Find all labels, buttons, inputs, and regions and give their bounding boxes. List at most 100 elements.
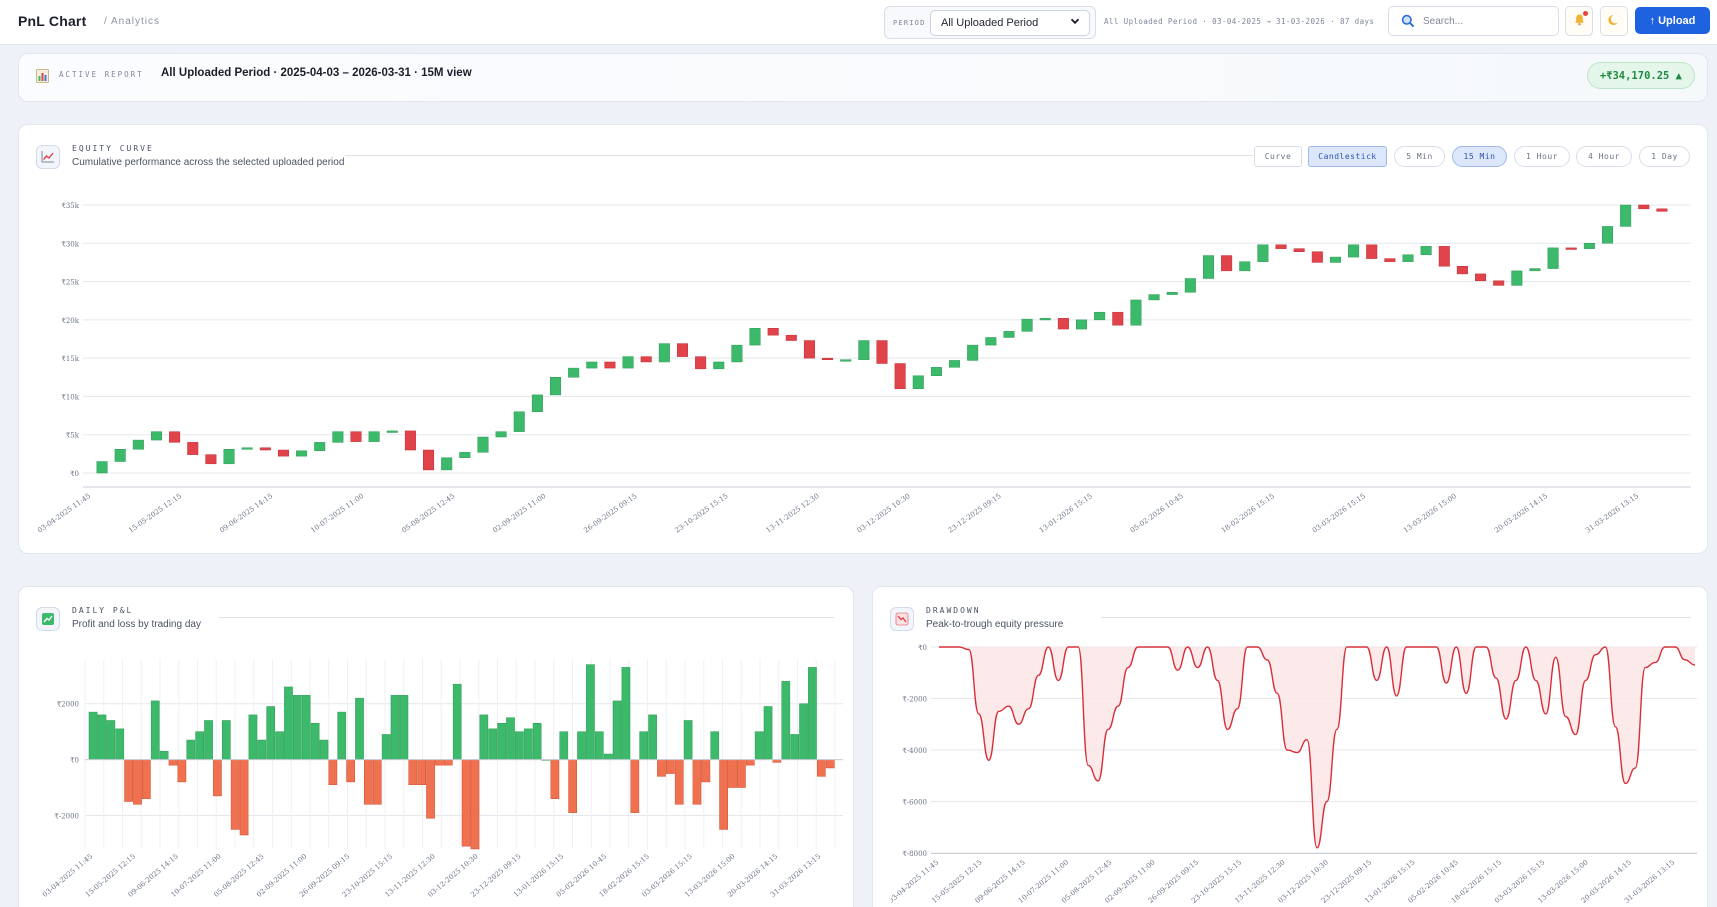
active-report-card: ACTIVE REPORT All Uploaded Period · 2025…: [18, 53, 1708, 102]
drawdown-area: [939, 647, 1695, 848]
pnl-bar: [230, 759, 240, 830]
candle: [713, 361, 725, 370]
x-tick-label: 20-03-2026 14:15: [1493, 492, 1549, 535]
drawdown-section-label: DRAWDOWN: [926, 606, 981, 615]
candle: [1202, 255, 1214, 279]
pnl-bar: [692, 759, 702, 805]
x-tick-label: 03-03-2026 15:15: [1311, 492, 1367, 535]
candle: [332, 431, 344, 443]
pnl-bar: [372, 759, 382, 805]
period-select[interactable]: All Uploaded Period: [930, 10, 1090, 36]
candle: [1221, 255, 1233, 272]
x-tick-label: 02-09-2025 11:00: [491, 492, 547, 535]
candle: [1275, 244, 1287, 249]
pnl-bar: [204, 720, 213, 760]
pnl-bar: [701, 759, 711, 783]
y-tick-label: ₹20k: [61, 317, 79, 325]
mode-curve-button[interactable]: Curve: [1254, 146, 1302, 167]
theme-toggle-button[interactable]: [1600, 6, 1628, 36]
pnl-bar: [364, 759, 373, 805]
candle: [386, 430, 398, 433]
section-divider: [219, 617, 834, 618]
tab-15-min[interactable]: 15 Min: [1452, 146, 1507, 167]
candle: [1602, 226, 1614, 244]
pnl-bar: [97, 714, 107, 760]
pnl-bar: [452, 683, 462, 760]
pnl-bar: [159, 750, 169, 760]
pnl-bar: [266, 706, 276, 760]
candle: [967, 344, 979, 361]
candle: [1638, 204, 1650, 210]
pnl-bar: [621, 667, 631, 760]
pnl-bar: [674, 759, 684, 805]
candle: [1511, 270, 1523, 286]
y-tick-label: ₹5k: [66, 432, 80, 440]
notifications-button[interactable]: [1565, 6, 1593, 36]
pnl-bar: [381, 734, 391, 760]
candle: [132, 439, 144, 450]
pnl-bar: [763, 706, 773, 760]
bell-icon: [1573, 13, 1586, 29]
candle: [858, 340, 870, 360]
mode-candlestick-button[interactable]: Candlestick: [1308, 146, 1387, 167]
tab-5-min[interactable]: 5 Min: [1394, 146, 1445, 167]
pnl-bar: [630, 759, 640, 813]
candle: [1565, 247, 1577, 250]
candle: [1438, 246, 1450, 267]
y-tick-label: ₹0: [70, 757, 79, 765]
pnl-bar: [568, 759, 577, 813]
candle: [241, 447, 253, 450]
pnl-bar: [399, 695, 409, 760]
daily-pnl-section-subtitle: Profit and loss by trading day: [72, 619, 201, 630]
tab-1-hour[interactable]: 1 Hour: [1514, 146, 1570, 167]
pnl-bar: [346, 759, 355, 783]
tab-4-hour[interactable]: 4 Hour: [1576, 146, 1632, 167]
pnl-bar: [337, 711, 347, 760]
x-tick-label: 05-02-2026 10:45: [1129, 492, 1185, 535]
candle: [749, 328, 761, 346]
candle: [640, 356, 652, 363]
candle: [1057, 318, 1069, 330]
pnl-bar: [648, 714, 657, 760]
candle: [658, 343, 670, 363]
x-tick-label: 10-07-2025 11:00: [309, 492, 365, 535]
y-tick-label: ₹35k: [61, 202, 79, 210]
pnl-bar: [293, 695, 302, 760]
candle: [1094, 311, 1106, 321]
pnl-bar: [532, 723, 542, 760]
candle: [368, 431, 380, 442]
app-brand[interactable]: PnL Chart: [18, 13, 87, 29]
search-box[interactable]: Search...: [1388, 6, 1559, 36]
pnl-bar: [328, 759, 338, 785]
line-chart-icon: [36, 145, 60, 169]
candle: [531, 394, 543, 412]
candle: [441, 457, 453, 471]
candle: [1656, 208, 1668, 212]
candle: [150, 431, 162, 441]
candle: [1039, 318, 1051, 321]
y-tick-label: ₹0: [70, 470, 79, 478]
candle: [350, 431, 362, 442]
pnl-bar: [133, 759, 142, 805]
candle: [731, 344, 743, 363]
candle: [1130, 299, 1142, 326]
pnl-bar: [390, 695, 400, 760]
candle: [1456, 266, 1468, 275]
x-tick-label: 23-12-2025 09:15: [947, 492, 1003, 535]
y-tick-label: ₹2000: [57, 701, 79, 709]
candle: [277, 449, 289, 457]
candle: [803, 340, 815, 359]
y-tick-label: ₹10k: [61, 393, 79, 401]
pnl-bar: [124, 759, 133, 802]
pnl-bar: [168, 759, 178, 766]
upload-button[interactable]: ↑ Upload: [1635, 7, 1710, 34]
y-tick-label: ₹15k: [61, 355, 79, 363]
candle: [423, 449, 435, 471]
pnl-bar: [195, 731, 204, 760]
pnl-bar: [479, 714, 489, 760]
candle: [1166, 292, 1178, 295]
pnl-bar: [657, 759, 666, 777]
range-info: All Uploaded Period · 03-04-2025 → 31-03…: [1104, 17, 1375, 26]
pnl-bar: [239, 759, 249, 836]
tab-1-day[interactable]: 1 Day: [1639, 146, 1690, 167]
